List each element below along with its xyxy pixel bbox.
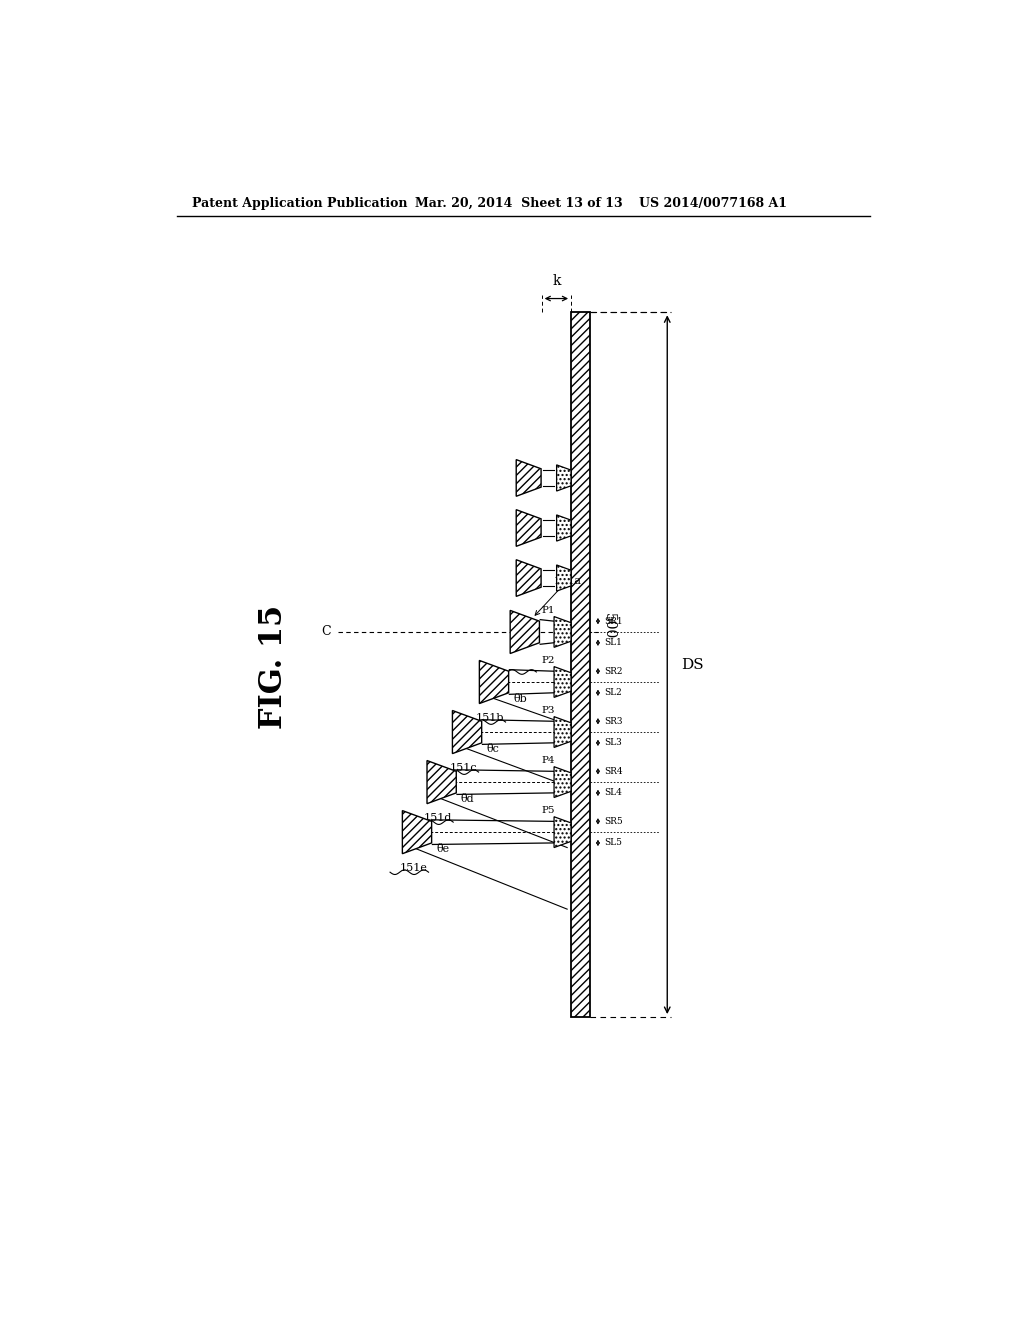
Polygon shape [402,810,432,854]
Polygon shape [557,565,571,591]
Polygon shape [554,817,571,847]
Polygon shape [554,717,571,747]
Polygon shape [516,560,541,597]
Text: 151a: 151a [536,576,582,615]
Polygon shape [453,710,481,754]
Polygon shape [554,667,571,697]
Polygon shape [516,459,541,496]
Polygon shape [554,767,571,797]
Polygon shape [510,610,540,653]
Text: θe: θe [436,843,450,854]
Text: SL2: SL2 [604,688,622,697]
Text: SL5: SL5 [604,838,623,847]
Text: θc: θc [486,743,499,754]
Text: θd: θd [461,793,474,804]
Text: θb: θb [513,693,527,704]
Text: 151d: 151d [424,813,452,822]
Text: DS: DS [681,657,703,672]
Polygon shape [516,510,541,546]
Polygon shape [557,515,571,541]
Text: 151c: 151c [450,763,477,772]
Text: P4: P4 [541,756,555,766]
Text: SL4: SL4 [604,788,622,797]
Text: SR5: SR5 [604,817,623,826]
Text: SR4: SR4 [604,767,623,776]
Text: SR1: SR1 [604,616,623,626]
Text: 151e: 151e [399,863,427,873]
Text: 500: 500 [602,612,615,639]
Text: 151b: 151b [476,713,505,723]
Text: k: k [552,273,560,288]
Polygon shape [479,660,509,704]
Text: US 2014/0077168 A1: US 2014/0077168 A1 [639,197,786,210]
Text: P3: P3 [541,706,555,715]
Text: SL1: SL1 [604,639,622,647]
Text: Mar. 20, 2014  Sheet 13 of 13: Mar. 20, 2014 Sheet 13 of 13 [416,197,623,210]
Text: SR2: SR2 [604,667,623,676]
Text: SL3: SL3 [604,738,622,747]
Text: Patent Application Publication: Patent Application Publication [193,197,408,210]
Text: C: C [322,626,331,639]
Bar [571,313,590,1016]
Text: P1: P1 [541,606,555,615]
Text: SR3: SR3 [604,717,623,726]
Text: P2: P2 [541,656,555,665]
Polygon shape [554,616,571,647]
Text: P5: P5 [541,807,555,816]
Polygon shape [557,465,571,491]
Text: FIG. 15: FIG. 15 [257,605,289,729]
Polygon shape [427,760,457,804]
